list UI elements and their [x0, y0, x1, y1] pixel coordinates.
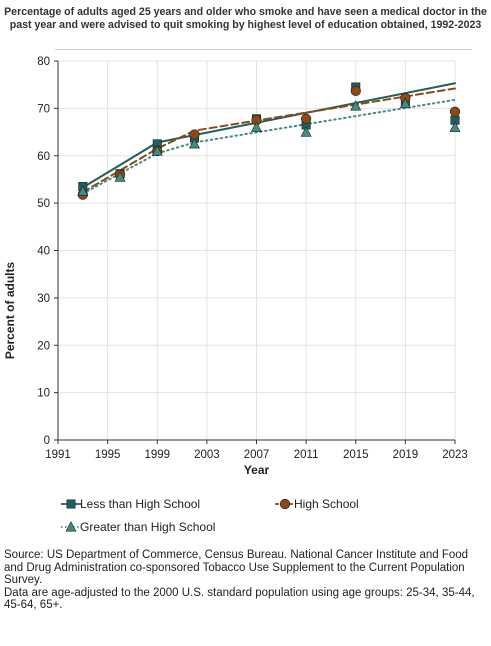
legend-label-less-than-high-school: Less than High School: [80, 497, 200, 511]
trend-lines: [81, 82, 456, 195]
y-tick-label: 0: [44, 435, 50, 447]
data-point-high-school: [189, 129, 200, 140]
data-point-greater-than-high-school: [151, 145, 163, 156]
legend-label-greater-than-high-school: Greater than High School: [80, 520, 215, 534]
legend-marker-high-school: [279, 498, 291, 510]
x-tick-label: 2019: [393, 449, 419, 461]
data-note: Data are age-adjusted to the 2000 U.S. s…: [4, 586, 475, 612]
legend-marker-less-than-high-school: [66, 499, 76, 509]
data-point-greater-than-high-school: [399, 97, 411, 109]
data-point-high-school: [301, 113, 312, 124]
x-tick-label: 1995: [95, 449, 121, 461]
y-tick-label: 80: [37, 56, 50, 68]
data-point-greater-than-high-school: [114, 171, 126, 182]
y-tick-label: 20: [37, 340, 50, 352]
data-point-high-school: [350, 85, 361, 96]
source-note: Source: US Department of Commerce, Censu…: [4, 549, 469, 586]
trend-line-greater-than-high-school: [81, 98, 456, 195]
x-tick-label: 2023: [442, 449, 468, 461]
y-tick-label: 60: [37, 151, 50, 163]
chart-title-line-1: Percentage of adults aged 25 years and o…: [4, 6, 487, 18]
data-point-greater-than-high-school: [300, 126, 312, 137]
data-point-greater-than-high-school: [350, 100, 362, 111]
legend: Less than High School High School Greater …: [61, 497, 359, 534]
axes: [54, 60, 456, 444]
data-point-high-school: [449, 106, 461, 117]
grid-lines: [58, 60, 456, 440]
data-point-greater-than-high-school: [77, 185, 89, 196]
trend-line-less-than-high-school: [81, 82, 456, 189]
x-axis-title: Year: [244, 463, 270, 477]
x-tick-label: 2003: [194, 449, 220, 461]
data-point-greater-than-high-school: [188, 138, 200, 149]
data-points: [77, 82, 461, 200]
tick-labels: 0 10 20 30 40 50 60 70 80 1991 1995 1999 2003 2007 201…: [37, 56, 468, 461]
y-axis-title: Percent of adults: [3, 262, 17, 360]
chart-title-line-2: past year and were advised to quit smoki…: [9, 18, 482, 31]
y-tick-label: 10: [37, 388, 50, 400]
trend-line-high-school: [81, 87, 456, 194]
x-tick-label: 2007: [244, 449, 270, 461]
y-tick-label: 30: [37, 293, 50, 305]
y-tick-label: 50: [37, 198, 50, 210]
data-point-greater-than-high-school: [449, 121, 461, 132]
x-tick-label: 1991: [45, 449, 71, 461]
data-point-greater-than-high-school: [251, 121, 262, 132]
x-tick-label: 1999: [144, 449, 170, 461]
title-divider: [55, 49, 472, 50]
source-notes: Source: US Department of Commerce, Censu…: [4, 549, 488, 612]
y-tick-label: 70: [37, 103, 50, 115]
legend-marker-greater-than-high-school: [65, 521, 77, 532]
x-tick-label: 2015: [343, 449, 369, 461]
y-tick-label: 40: [37, 246, 50, 258]
x-tick-label: 2011: [294, 449, 319, 461]
chart-svg: 0 10 20 30 40 50 60 70 80 1991 1995 1999 2003 2007 201…: [3, 56, 468, 534]
legend-label-high-school: High School: [294, 497, 359, 511]
chart-title: Percentage of adults aged 25 years and o…: [0, 6, 491, 31]
